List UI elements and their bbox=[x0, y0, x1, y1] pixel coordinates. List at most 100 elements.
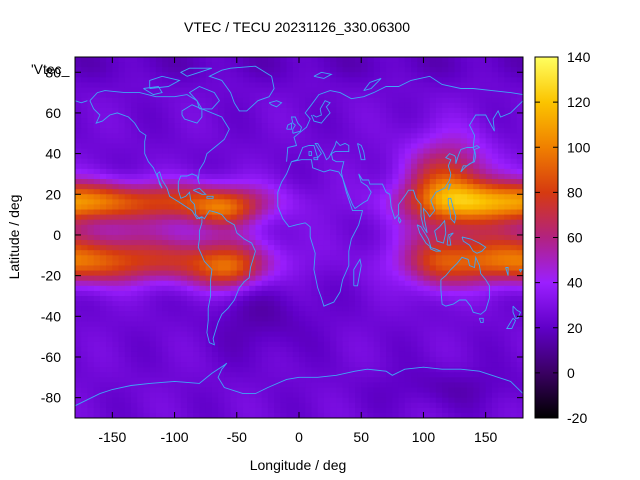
heatmap-cell bbox=[473, 57, 481, 63]
heatmap-cell bbox=[174, 143, 182, 150]
heatmap-cell bbox=[99, 133, 107, 139]
heatmap-cell bbox=[230, 270, 238, 277]
heatmap-cell bbox=[504, 97, 512, 104]
heatmap-cell bbox=[361, 209, 369, 216]
heatmap-cell bbox=[155, 209, 163, 216]
heatmap-cell bbox=[124, 321, 132, 328]
heatmap-cell bbox=[460, 72, 468, 78]
heatmap-cell bbox=[168, 341, 176, 348]
heatmap-cell bbox=[448, 219, 456, 226]
heatmap-cell bbox=[417, 168, 425, 175]
heatmap-cell bbox=[267, 372, 275, 378]
heatmap-cell bbox=[311, 382, 319, 389]
heatmap-cell bbox=[106, 301, 113, 307]
heatmap-cell bbox=[398, 138, 406, 145]
heatmap-cell bbox=[267, 209, 275, 216]
heatmap-cell bbox=[342, 402, 350, 409]
heatmap-cell bbox=[479, 234, 487, 241]
heatmap-cell bbox=[106, 62, 113, 68]
heatmap-cell bbox=[243, 184, 250, 190]
heatmap-cell bbox=[392, 158, 400, 165]
heatmap-cell bbox=[485, 270, 493, 277]
heatmap-cell bbox=[174, 194, 182, 200]
heatmap-cell bbox=[336, 189, 344, 195]
heatmap-cell bbox=[137, 102, 145, 109]
heatmap-cell bbox=[131, 224, 138, 231]
heatmap-cell bbox=[106, 250, 113, 256]
heatmap-cell bbox=[168, 362, 176, 368]
heatmap-cell bbox=[124, 290, 132, 297]
heatmap-cell bbox=[504, 123, 512, 129]
heatmap-cell bbox=[236, 143, 244, 150]
heatmap-cell bbox=[267, 336, 275, 343]
heatmap-cell bbox=[168, 72, 176, 78]
heatmap-cell bbox=[423, 280, 431, 287]
heatmap-cell bbox=[373, 402, 381, 409]
heatmap-cell bbox=[442, 326, 449, 333]
heatmap-cell bbox=[411, 311, 418, 317]
heatmap-cell bbox=[305, 173, 313, 180]
heatmap-cell bbox=[292, 336, 300, 343]
heatmap-cell bbox=[411, 194, 418, 200]
heatmap-cell bbox=[330, 382, 337, 389]
heatmap-cell bbox=[299, 362, 306, 368]
heatmap-cell bbox=[367, 316, 375, 322]
heatmap-cell bbox=[323, 209, 331, 216]
heatmap-cell bbox=[448, 280, 456, 287]
heatmap-cell bbox=[218, 107, 225, 114]
heatmap-cell bbox=[429, 82, 437, 89]
heatmap-cell bbox=[342, 158, 350, 165]
heatmap-cell bbox=[267, 240, 275, 246]
heatmap-cell bbox=[174, 316, 182, 322]
heatmap-cell bbox=[330, 306, 337, 312]
heatmap-cell bbox=[473, 148, 481, 155]
heatmap-cell bbox=[485, 377, 493, 383]
heatmap-cell bbox=[473, 138, 481, 145]
heatmap-cell bbox=[274, 321, 281, 328]
heatmap-cell bbox=[243, 295, 250, 302]
heatmap-cell bbox=[211, 229, 219, 236]
heatmap-cell bbox=[155, 331, 163, 338]
heatmap-cell bbox=[473, 275, 481, 282]
heatmap-cell bbox=[417, 143, 425, 150]
heatmap-cell bbox=[106, 311, 113, 317]
heatmap-cell bbox=[255, 392, 263, 399]
heatmap-cell bbox=[274, 67, 281, 73]
heatmap-cell bbox=[417, 387, 425, 394]
heatmap-cell bbox=[429, 321, 437, 328]
heatmap-cell bbox=[442, 133, 449, 139]
heatmap-cell bbox=[367, 112, 375, 119]
heatmap-cell bbox=[342, 290, 350, 297]
heatmap-cell bbox=[137, 346, 145, 353]
heatmap-cell bbox=[99, 367, 107, 373]
heatmap-cell bbox=[255, 402, 263, 409]
heatmap-cell bbox=[516, 392, 523, 399]
heatmap-cell bbox=[398, 123, 406, 129]
heatmap-cell bbox=[193, 87, 201, 94]
heatmap-cell bbox=[280, 118, 288, 124]
heatmap-cell bbox=[473, 153, 481, 160]
heatmap-cell bbox=[211, 189, 219, 195]
heatmap-cell bbox=[93, 240, 101, 246]
heatmap-cell bbox=[280, 194, 288, 200]
heatmap-cell bbox=[473, 87, 481, 94]
heatmap-cell bbox=[423, 219, 431, 226]
heatmap-cell bbox=[485, 112, 493, 119]
heatmap-cell bbox=[93, 331, 101, 338]
heatmap-cell bbox=[342, 316, 350, 322]
heatmap-cell bbox=[180, 321, 188, 328]
heatmap-cell bbox=[255, 270, 263, 277]
heatmap-cell bbox=[87, 367, 95, 373]
heatmap-cell bbox=[442, 387, 449, 394]
heatmap-cell bbox=[367, 346, 375, 353]
heatmap-cell bbox=[355, 392, 362, 399]
heatmap-cell bbox=[162, 107, 169, 114]
heatmap-cell bbox=[429, 179, 437, 185]
heatmap-cell bbox=[243, 57, 250, 63]
heatmap-cell bbox=[442, 163, 449, 170]
heatmap-cell bbox=[255, 290, 263, 297]
heatmap-cell bbox=[454, 351, 462, 358]
heatmap-cell bbox=[454, 138, 462, 145]
heatmap-cell bbox=[155, 82, 163, 89]
heatmap-cell bbox=[236, 158, 244, 165]
